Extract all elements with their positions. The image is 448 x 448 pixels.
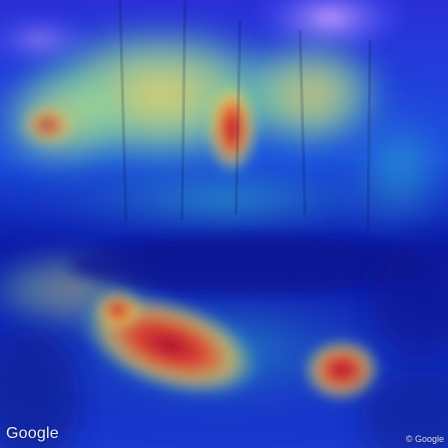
google-logo-watermark: Google — [6, 425, 59, 442]
ground-hotspot-right — [302, 338, 382, 402]
canopy-hotspot-center — [206, 80, 258, 176]
copyright-notice: © Google — [405, 434, 444, 444]
tree-trunks — [118, 0, 372, 231]
